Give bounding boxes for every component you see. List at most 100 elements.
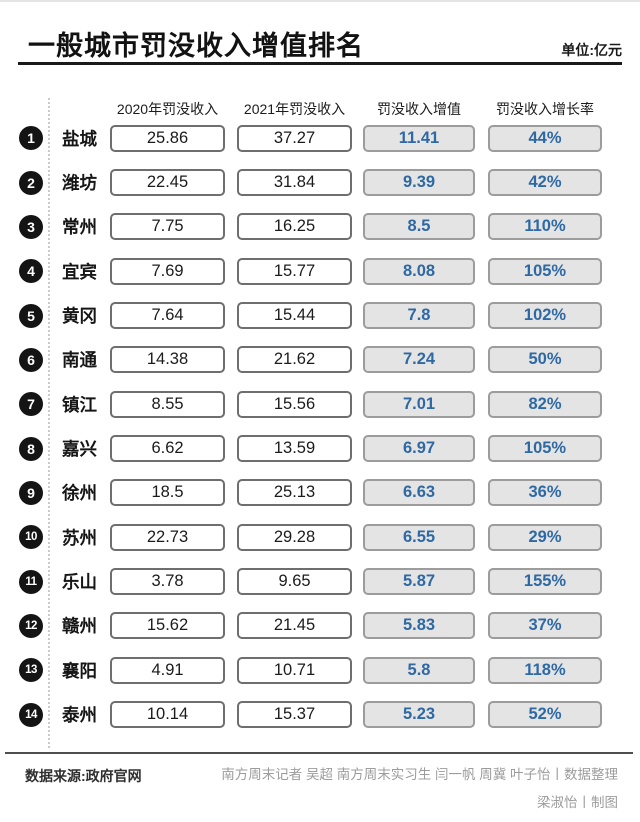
value-2020: 25.86	[110, 124, 225, 152]
rank-badge: 14	[19, 702, 43, 727]
city-name: 苏州	[62, 527, 97, 548]
value-2020: 22.73	[110, 523, 225, 551]
city-name: 盐城	[62, 128, 97, 149]
city-name: 潍坊	[62, 173, 97, 194]
rank-badge: 6	[19, 347, 43, 372]
table-row: 3 常州 7.75 16.25 8.5 110%	[0, 205, 640, 249]
value-2021: 21.45	[237, 612, 352, 640]
value-increase: 9.39	[363, 169, 475, 197]
table-row: 11 乐山 3.78 9.65 5.87 155%	[0, 559, 640, 603]
rank-badge: 12	[19, 613, 43, 638]
value-2020: 7.64	[110, 302, 225, 330]
value-increase: 7.01	[363, 390, 475, 418]
table-row: 5 黄冈 7.64 15.44 7.8 102%	[0, 293, 640, 337]
value-2021: 15.44	[237, 302, 352, 330]
value-2020: 6.62	[110, 435, 225, 463]
value-growth-rate: 102%	[488, 302, 602, 330]
unit-label: 单位:亿元	[561, 42, 622, 58]
dotted-divider	[48, 98, 50, 748]
rank-badge: 1	[19, 126, 43, 151]
value-increase: 7.24	[363, 346, 475, 374]
table-row: 6 南通 14.38 21.62 7.24 50%	[0, 338, 640, 382]
city-name: 泰州	[62, 705, 97, 726]
value-increase: 11.41	[363, 124, 475, 152]
value-2020: 10.14	[110, 701, 225, 729]
value-growth-rate: 42%	[488, 169, 602, 197]
value-2021: 15.56	[237, 390, 352, 418]
table-row: 12 赣州 15.62 21.45 5.83 37%	[0, 604, 640, 648]
table-row: 7 镇江 8.55 15.56 7.01 82%	[0, 382, 640, 426]
value-2021: 13.59	[237, 435, 352, 463]
rank-badge: 8	[19, 436, 43, 461]
rank-badge: 5	[19, 303, 43, 328]
value-increase: 5.87	[363, 568, 475, 596]
value-2020: 7.75	[110, 213, 225, 241]
table-row: 13 襄阳 4.91 10.71 5.8 118%	[0, 648, 640, 692]
rank-badge: 4	[19, 259, 43, 284]
value-2021: 9.65	[237, 568, 352, 596]
table-row: 4 宜宾 7.69 15.77 8.08 105%	[0, 249, 640, 293]
value-2021: 29.28	[237, 523, 352, 551]
city-name: 常州	[62, 217, 97, 238]
value-2021: 10.71	[237, 656, 352, 684]
value-growth-rate: 29%	[488, 523, 602, 551]
value-growth-rate: 82%	[488, 390, 602, 418]
city-name: 南通	[62, 350, 97, 371]
value-growth-rate: 37%	[488, 612, 602, 640]
value-growth-rate: 155%	[488, 568, 602, 596]
table-row: 1 盐城 25.86 37.27 11.41 44%	[0, 116, 640, 160]
column-header-growth-rate: 罚没收入增长率	[496, 101, 594, 117]
city-name: 乐山	[62, 572, 97, 593]
value-2021: 31.84	[237, 169, 352, 197]
value-growth-rate: 105%	[488, 257, 602, 285]
column-header-increase: 罚没收入增值	[377, 101, 461, 117]
value-2020: 15.62	[110, 612, 225, 640]
value-growth-rate: 105%	[488, 435, 602, 463]
value-growth-rate: 110%	[488, 213, 602, 241]
value-2020: 7.69	[110, 257, 225, 285]
value-2021: 37.27	[237, 124, 352, 152]
city-name: 襄阳	[62, 660, 97, 681]
table-row: 8 嘉兴 6.62 13.59 6.97 105%	[0, 426, 640, 470]
value-2021: 21.62	[237, 346, 352, 374]
data-source-label: 数据来源:政府官网	[25, 768, 142, 784]
rank-badge: 13	[19, 658, 43, 683]
value-2020: 18.5	[110, 479, 225, 507]
rank-badge: 11	[19, 569, 43, 594]
value-2021: 15.37	[237, 701, 352, 729]
value-increase: 5.8	[363, 656, 475, 684]
value-growth-rate: 44%	[488, 124, 602, 152]
value-2020: 3.78	[110, 568, 225, 596]
value-increase: 6.63	[363, 479, 475, 507]
header-rule	[18, 62, 622, 65]
value-increase: 8.08	[363, 257, 475, 285]
table-row: 9 徐州 18.5 25.13 6.63 36%	[0, 471, 640, 515]
rank-badge: 10	[19, 525, 43, 550]
value-growth-rate: 118%	[488, 656, 602, 684]
value-2020: 14.38	[110, 346, 225, 374]
table-row: 14 泰州 10.14 15.37 5.23 52%	[0, 692, 640, 736]
value-2020: 8.55	[110, 390, 225, 418]
column-header-2020: 2020年罚没收入	[116, 101, 219, 117]
credit-line-1: 南方周末记者 吴超 南方周末实习生 闫一帆 周冀 叶子怡丨数据整理	[221, 767, 618, 782]
value-growth-rate: 50%	[488, 346, 602, 374]
column-headers: 2020年罚没收入 2021年罚没收入 罚没收入增值 罚没收入增长率	[0, 99, 640, 117]
city-name: 徐州	[62, 483, 97, 504]
value-2021: 25.13	[237, 479, 352, 507]
value-increase: 6.55	[363, 523, 475, 551]
rank-badge: 7	[19, 392, 43, 417]
value-increase: 7.8	[363, 302, 475, 330]
city-name: 嘉兴	[62, 439, 97, 460]
value-2020: 22.45	[110, 169, 225, 197]
page-title: 一般城市罚没收入增值排名	[28, 31, 364, 61]
credits-block: 南方周末记者 吴超 南方周末实习生 闫一帆 周冀 叶子怡丨数据整理 梁淑怡丨制图	[221, 761, 618, 817]
table-body: 1 盐城 25.86 37.27 11.41 44% 2 潍坊 22.45 31.84 9.39 42…	[0, 116, 640, 737]
city-name: 赣州	[62, 616, 97, 637]
city-name: 宜宾	[62, 261, 97, 282]
value-increase: 8.5	[363, 213, 475, 241]
value-2021: 16.25	[237, 213, 352, 241]
city-name: 黄冈	[62, 306, 97, 327]
value-growth-rate: 36%	[488, 479, 602, 507]
table-row: 2 潍坊 22.45 31.84 9.39 42%	[0, 160, 640, 204]
